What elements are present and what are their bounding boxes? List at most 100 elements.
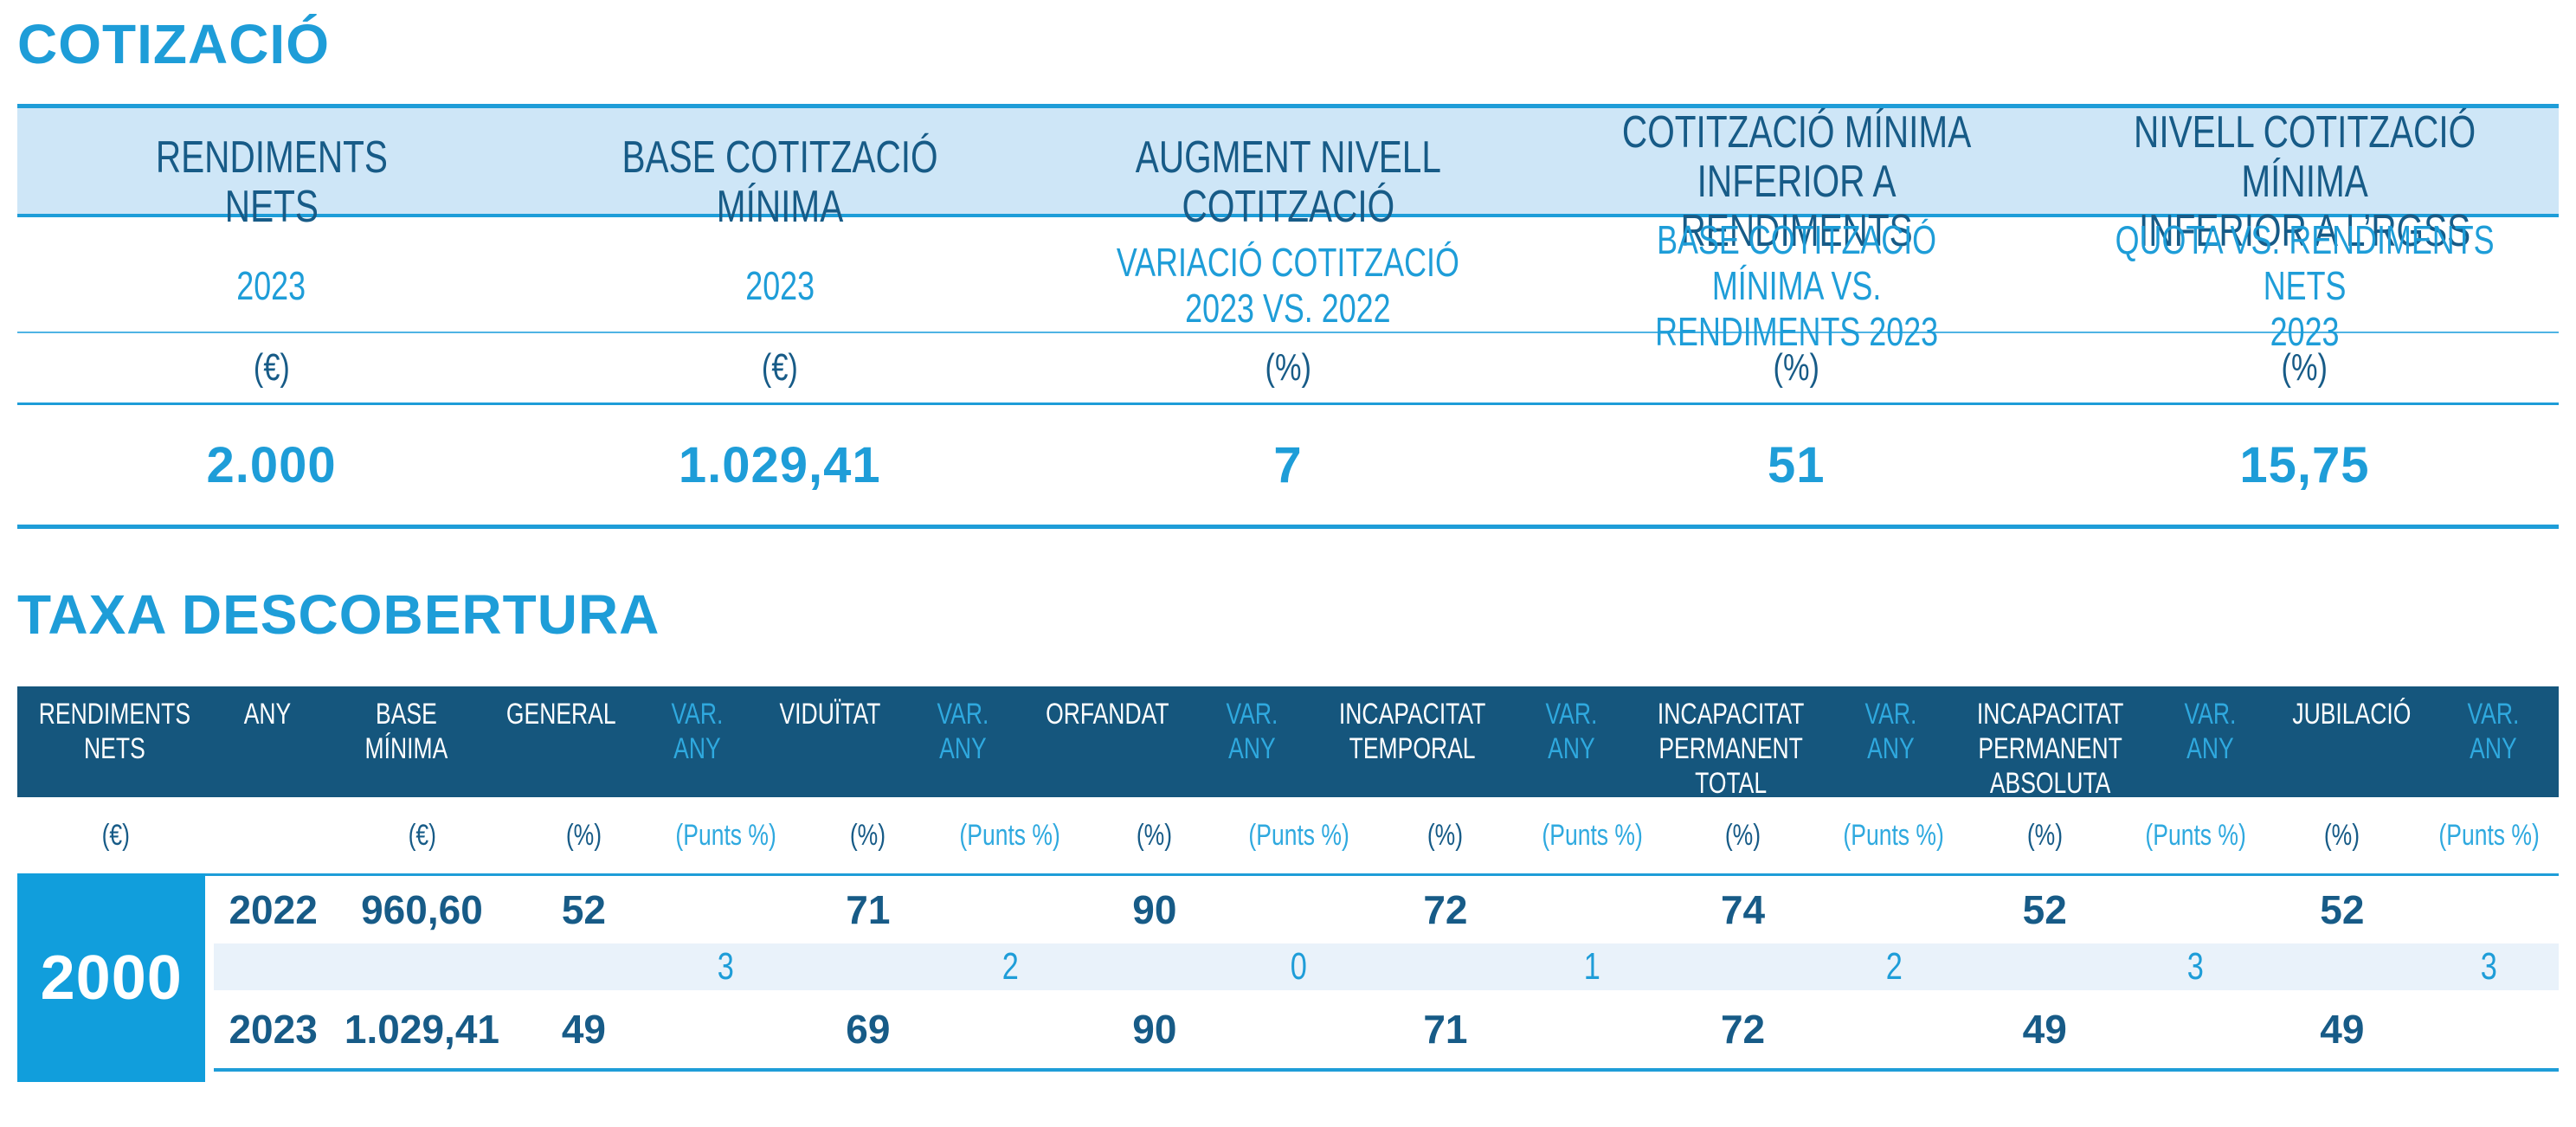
taxa-header-var-any-incap-perm-absoluta: VAR. ANY xyxy=(2184,698,2237,766)
cell-viduitat xyxy=(796,943,941,990)
section-title-cotizacio-text: COTIZACIÓ xyxy=(17,13,330,75)
taxa-header-var-any-viduitat: VAR. ANY xyxy=(937,698,989,766)
cell-jubilacio: 49 xyxy=(2320,1007,2365,1052)
taxa-header-base-minima: BASE MÍNIMA xyxy=(364,698,448,766)
cell-var-incap-perm-absoluta xyxy=(2126,876,2266,943)
rendiments-nets-badge: 2000 xyxy=(17,873,206,1082)
section-title-taxa: TAXA DESCOBERTURA xyxy=(17,583,2559,647)
taxa-header-any: ANY xyxy=(243,698,291,731)
taxa-unit-7: (Punts %) xyxy=(959,818,1061,852)
cell-var-incap-perm-absoluta xyxy=(2126,990,2266,1068)
cell-jubilacio: 52 xyxy=(2320,887,2365,932)
taxa-unit-5: (Punts %) xyxy=(675,818,776,852)
taxa-header-var-any-incap-temporal: VAR. ANY xyxy=(1545,698,1598,766)
cell-var-viduitat: 2 xyxy=(1001,945,1019,988)
section-title-cotizacio: COTIZACIÓ xyxy=(17,12,2559,76)
taxa-unit-14: (%) xyxy=(2026,818,2063,852)
cell-incap-perm-total xyxy=(1662,943,1824,990)
cell-var-jubilacio xyxy=(2418,990,2559,1068)
cotizacio-value-base-minima: 1.029,41 xyxy=(678,436,881,493)
cell-var-jubilacio: 3 xyxy=(2480,945,2497,988)
taxa-unit-17: (Punts %) xyxy=(2438,818,2540,852)
taxa-data-block: 2000 2022 960,60 52 71 90 72 74 52 xyxy=(17,873,2559,1082)
cell-orfandat xyxy=(1080,943,1229,990)
taxa-unit-9: (Punts %) xyxy=(1248,818,1349,852)
taxa-header-var-any-incap-perm-total: VAR. ANY xyxy=(1864,698,1917,766)
taxa-header-var-any-jubilacio: VAR. ANY xyxy=(2467,698,2520,766)
taxa-unit-15: (Punts %) xyxy=(2145,818,2246,852)
cell-incap-temporal xyxy=(1368,943,1522,990)
cell-var-general xyxy=(656,990,796,1068)
taxa-units-row: (€) (€) (%) (Punts %) (%) (Punts %) (%) … xyxy=(17,797,2559,873)
cell-var-incap-temporal: 1 xyxy=(1583,945,1600,988)
cell-any: 2022 xyxy=(229,887,318,932)
cotizacio-unit-5: (%) xyxy=(2281,346,2328,389)
cotizacio-unit-1: (€) xyxy=(253,346,290,389)
cell-viduitat: 71 xyxy=(846,887,891,932)
taxa-table: RENDIMENTS NETS ANY BASE MÍNIMA GENERAL … xyxy=(17,686,2559,1082)
cell-base-minima: 1.029,41 xyxy=(344,1007,499,1052)
cotizacio-value-rendiments-nets: 2.000 xyxy=(206,436,337,493)
cell-jubilacio xyxy=(2265,943,2418,990)
cell-var-general xyxy=(656,876,796,943)
cell-viduitat: 69 xyxy=(846,1007,891,1052)
taxa-header-rendiments-nets: RENDIMENTS NETS xyxy=(38,698,191,766)
cotizacio-value-inferior-rendiments: 51 xyxy=(1767,436,1826,493)
taxa-unit-8: (%) xyxy=(1137,818,1173,852)
cell-general xyxy=(512,943,656,990)
section-title-taxa-text: TAXA DESCOBERTURA xyxy=(17,583,660,646)
taxa-unit-11: (Punts %) xyxy=(1541,818,1643,852)
cell-incap-perm-absoluta: 49 xyxy=(2022,1007,2067,1052)
cell-general: 52 xyxy=(561,887,606,932)
cotizacio-header-augment-nivell: AUGMENT NIVELL COTITZACIÓ xyxy=(1135,132,1441,232)
cotizacio-header-base-cotitzacio-minima: BASE COTITZACIÓ MÍNIMA xyxy=(621,132,938,232)
cotizacio-unit-4: (%) xyxy=(1773,346,1819,389)
cell-base-minima: 960,60 xyxy=(361,887,483,932)
taxa-unit-13: (Punts %) xyxy=(1843,818,1945,852)
cotizacio-value-augment: 7 xyxy=(1273,436,1303,493)
cell-var-orfandat: 0 xyxy=(1291,945,1308,988)
cell-var-incap-perm-absoluta: 3 xyxy=(2187,945,2205,988)
cell-orfandat: 90 xyxy=(1132,1007,1177,1052)
cell-incap-perm-total: 72 xyxy=(1720,1007,1766,1052)
taxa-unit-3: (€) xyxy=(408,818,436,852)
cell-incap-perm-absoluta xyxy=(1964,943,2126,990)
cell-any xyxy=(214,943,332,990)
cell-incap-perm-absoluta: 52 xyxy=(2022,887,2067,932)
taxa-unit-4: (%) xyxy=(565,818,602,852)
cell-var-viduitat xyxy=(940,876,1080,943)
cell-var-incap-perm-total: 2 xyxy=(1885,945,1903,988)
taxa-header-var-any-orfandat: VAR. ANY xyxy=(1226,698,1278,766)
taxa-header-incapacitat-temporal: INCAPACITAT TEMPORAL xyxy=(1338,698,1485,766)
cell-base-minima xyxy=(332,943,512,990)
cotizacio-unit-2: (€) xyxy=(761,346,798,389)
cell-general: 49 xyxy=(561,1007,606,1052)
taxa-header-incap-permanent-total: INCAPACITAT PERMANENT TOTAL xyxy=(1658,698,1805,801)
taxa-unit-16: (%) xyxy=(2324,818,2360,852)
cotizacio-header-nivell-minima-rgss: NIVELL COTITZACIÓ MÍNIMA INFERIOR A L’RG… xyxy=(2133,107,2476,257)
taxa-header-orfandat: ORFANDAT xyxy=(1046,698,1169,731)
table-row-2022: 2022 960,60 52 71 90 72 74 52 52 xyxy=(214,876,2559,943)
cotizacio-table: RENDIMENTS NETS BASE COTITZACIÓ MÍNIMA A… xyxy=(17,104,2559,529)
cotizacio-subheader-4: BASE COTITZACIÓ MÍNIMA VS. RENDIMENTS 20… xyxy=(1654,217,1938,354)
cotizacio-subheader-5: QUOTA VS. RENDIMENTS NETS 2023 xyxy=(2115,217,2495,354)
cell-var-jubilacio xyxy=(2418,876,2559,943)
cell-var-incap-temporal xyxy=(1522,876,1662,943)
cell-incap-temporal: 72 xyxy=(1423,887,1468,932)
cell-var-incap-perm-total xyxy=(1824,876,1964,943)
cell-incap-perm-total: 74 xyxy=(1720,887,1766,932)
cotizacio-header-cotitzacio-minima-inferior: COTITZACIÓ MÍNIMA INFERIOR A RENDIMENTS xyxy=(1621,107,1971,257)
cell-var-viduitat xyxy=(940,990,1080,1068)
cotizacio-unit-3: (%) xyxy=(1265,346,1311,389)
cotizacio-header-row: RENDIMENTS NETS BASE COTITZACIÓ MÍNIMA A… xyxy=(17,107,2559,256)
taxa-header-incap-permanent-absoluta: INCAPACITAT PERMANENT ABSOLUTA xyxy=(1976,698,2124,801)
cotizacio-subheader-2: 2023 xyxy=(744,262,815,308)
cell-var-general: 3 xyxy=(718,945,735,988)
taxa-header-viduitat: VIDUÏTAT xyxy=(779,698,881,731)
cotizacio-values-row: 2.000 1.029,41 7 51 15,75 xyxy=(17,405,2559,525)
taxa-unit-6: (%) xyxy=(850,818,886,852)
taxa-unit-10: (%) xyxy=(1427,818,1464,852)
cell-incap-temporal: 71 xyxy=(1423,1007,1468,1052)
taxa-unit-12: (%) xyxy=(1724,818,1761,852)
cell-var-orfandat xyxy=(1229,876,1369,943)
